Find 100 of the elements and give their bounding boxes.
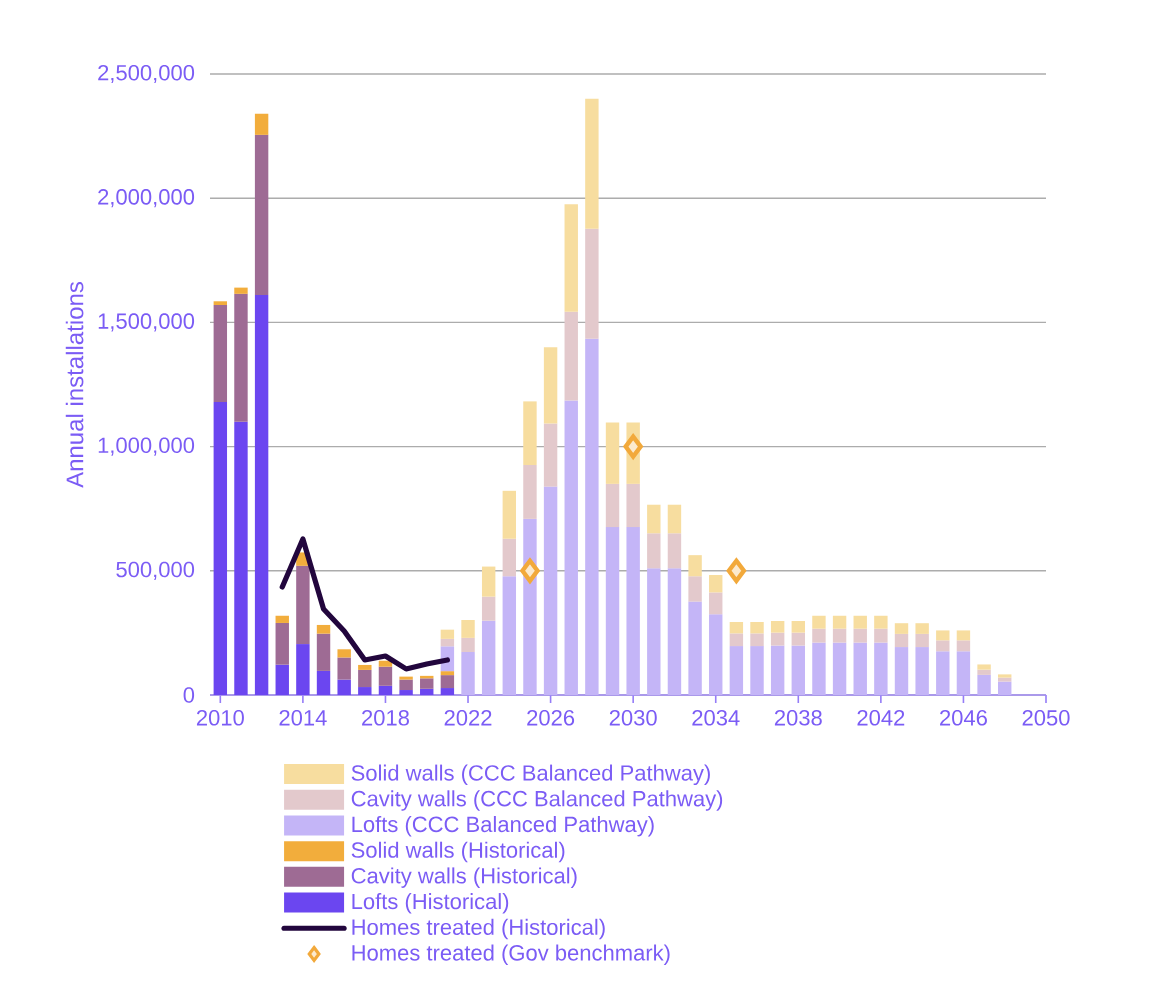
bar [213, 401, 228, 695]
bar [440, 688, 455, 695]
bar [647, 504, 661, 534]
bar [998, 674, 1012, 678]
bar [791, 645, 806, 695]
x-tick-label: 2030 [609, 710, 657, 726]
bar [667, 533, 682, 569]
bar [543, 347, 558, 424]
bar [688, 555, 702, 577]
bar [894, 647, 909, 695]
bar [770, 620, 785, 633]
bar [502, 576, 517, 695]
bar [440, 638, 455, 647]
bar [770, 632, 785, 646]
bar [481, 596, 496, 621]
bar [254, 134, 269, 296]
bar [254, 113, 269, 135]
bar [275, 622, 289, 665]
bar [543, 486, 558, 695]
bar [832, 615, 847, 629]
bar [605, 422, 620, 484]
y-tick-label: 1,500,000 [98, 313, 195, 332]
bar [812, 628, 826, 643]
bar [440, 671, 455, 676]
bar [337, 679, 351, 695]
bar [832, 642, 847, 695]
bar [440, 675, 455, 689]
legend-label: Cavity walls (Historical) [351, 867, 577, 888]
bar [399, 679, 413, 691]
y-tick-label: 1,000,000 [98, 437, 195, 456]
bar [337, 649, 351, 658]
bar [399, 676, 413, 680]
bar [729, 621, 744, 634]
bar [605, 527, 620, 695]
bar [275, 664, 289, 695]
bar [750, 621, 764, 634]
bar [523, 401, 537, 465]
bar [316, 633, 331, 671]
bar [956, 651, 971, 695]
bar [770, 645, 785, 695]
bar [564, 400, 578, 695]
bar [791, 620, 806, 633]
bar [874, 642, 888, 695]
y-tick-label: 2,500,000 [98, 64, 195, 84]
bar [420, 678, 434, 689]
bar [461, 619, 475, 638]
bar [936, 630, 950, 641]
bar [275, 615, 289, 623]
bar [853, 615, 867, 629]
bar [729, 633, 744, 647]
bar [502, 490, 517, 539]
x-tick-label: 2046 [940, 710, 987, 726]
bar [956, 630, 971, 641]
x-tick-label: 2042 [857, 710, 905, 726]
bar [812, 642, 826, 695]
bar [213, 305, 228, 402]
legend-label: Homes treated (Gov benchmark) [352, 944, 670, 965]
bar [832, 628, 847, 643]
bar [647, 568, 661, 695]
bar [977, 669, 991, 675]
bar [564, 311, 578, 401]
x-tick-label: 2038 [774, 710, 822, 726]
y-tick-label: 500,000 [116, 561, 195, 580]
bar [812, 615, 826, 629]
bar [915, 633, 929, 648]
bar [296, 644, 310, 695]
legend-label: Cavity walls (CCC Balanced Pathway) [351, 790, 723, 811]
bar [378, 666, 393, 686]
bar [461, 652, 475, 695]
bar [853, 628, 867, 643]
bar [853, 642, 867, 695]
bar [626, 527, 640, 695]
bar [874, 628, 888, 643]
bar [481, 566, 496, 597]
bar [543, 423, 558, 487]
bar [915, 647, 929, 695]
legend-label: Lofts (Historical) [352, 893, 509, 914]
bar [605, 483, 620, 528]
x-tick-label: 2010 [196, 710, 244, 726]
bar [502, 538, 517, 577]
bar [977, 674, 991, 695]
x-tick-label: 2018 [362, 710, 409, 726]
legend-label: Homes treated (Historical) [352, 918, 605, 940]
bar [234, 287, 248, 294]
bar [234, 421, 248, 695]
bar [585, 228, 599, 339]
bar [915, 623, 929, 634]
bar [894, 633, 909, 648]
x-tick-label: 2050 [1022, 710, 1070, 726]
y-tick-label: 2,000,000 [98, 189, 195, 208]
bar [523, 464, 537, 519]
bar [440, 629, 455, 639]
bar [337, 657, 351, 680]
bar [296, 565, 310, 645]
bar [234, 293, 248, 422]
bar [977, 664, 991, 670]
bar [874, 615, 888, 629]
bar [688, 576, 702, 602]
y-tick-label: 0 [183, 687, 195, 703]
bar [709, 592, 723, 615]
